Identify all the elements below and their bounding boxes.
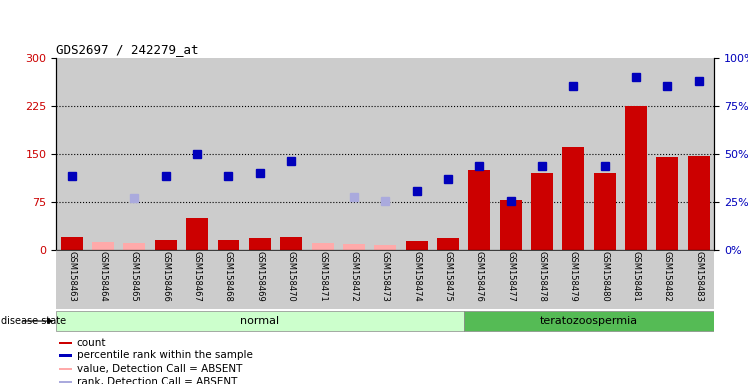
Bar bbox=[401, 58, 432, 250]
Bar bbox=[213, 250, 244, 309]
Bar bbox=[652, 58, 683, 250]
Bar bbox=[625, 106, 647, 250]
Bar bbox=[119, 250, 150, 309]
Bar bbox=[432, 58, 464, 250]
Bar bbox=[56, 250, 88, 309]
Text: count: count bbox=[77, 338, 106, 348]
Text: GSM158476: GSM158476 bbox=[475, 251, 484, 302]
Text: GSM158477: GSM158477 bbox=[506, 251, 515, 302]
Bar bbox=[59, 381, 72, 383]
Text: GDS2697 / 242279_at: GDS2697 / 242279_at bbox=[56, 43, 199, 56]
Bar bbox=[343, 245, 365, 250]
Bar bbox=[312, 243, 334, 250]
Bar bbox=[338, 250, 370, 309]
Text: GSM158483: GSM158483 bbox=[694, 251, 703, 302]
Bar bbox=[218, 240, 239, 250]
Text: GSM158467: GSM158467 bbox=[193, 251, 202, 302]
Bar bbox=[61, 237, 83, 250]
Bar bbox=[186, 218, 208, 250]
Bar bbox=[182, 250, 213, 309]
Text: normal: normal bbox=[240, 316, 280, 326]
Bar bbox=[531, 173, 553, 250]
Bar bbox=[244, 250, 275, 309]
Bar bbox=[652, 250, 683, 309]
Text: GSM158464: GSM158464 bbox=[99, 251, 108, 301]
Bar bbox=[557, 250, 589, 309]
Text: GSM158482: GSM158482 bbox=[663, 251, 672, 301]
Bar bbox=[683, 250, 714, 309]
Text: value, Detection Call = ABSENT: value, Detection Call = ABSENT bbox=[77, 364, 242, 374]
Bar bbox=[370, 250, 401, 309]
Bar bbox=[123, 243, 145, 250]
Bar bbox=[527, 58, 557, 250]
Bar bbox=[307, 58, 338, 250]
Bar bbox=[374, 245, 396, 250]
Bar bbox=[557, 58, 589, 250]
Text: GSM158465: GSM158465 bbox=[130, 251, 139, 301]
Bar bbox=[182, 58, 213, 250]
Bar bbox=[683, 58, 714, 250]
Bar bbox=[464, 250, 495, 309]
Bar bbox=[432, 250, 464, 309]
Text: teratozoospermia: teratozoospermia bbox=[540, 316, 638, 326]
Bar bbox=[620, 250, 652, 309]
Bar bbox=[213, 58, 244, 250]
Text: GSM158469: GSM158469 bbox=[255, 251, 264, 301]
Text: GSM158472: GSM158472 bbox=[349, 251, 358, 301]
Bar bbox=[370, 58, 401, 250]
Text: rank, Detection Call = ABSENT: rank, Detection Call = ABSENT bbox=[77, 377, 237, 384]
Text: GSM158468: GSM158468 bbox=[224, 251, 233, 302]
Bar bbox=[280, 237, 302, 250]
Bar bbox=[59, 367, 72, 370]
Bar bbox=[437, 238, 459, 250]
Text: GSM158470: GSM158470 bbox=[286, 251, 295, 301]
Bar bbox=[56, 58, 88, 250]
Bar bbox=[500, 200, 521, 250]
Bar bbox=[59, 342, 72, 344]
Text: GSM158471: GSM158471 bbox=[318, 251, 327, 301]
Bar bbox=[56, 311, 464, 331]
Bar bbox=[562, 147, 584, 250]
Bar bbox=[527, 250, 557, 309]
Bar bbox=[401, 250, 432, 309]
Text: GSM158475: GSM158475 bbox=[444, 251, 453, 301]
Bar bbox=[59, 354, 72, 356]
Bar bbox=[589, 58, 620, 250]
Bar bbox=[594, 173, 616, 250]
Bar bbox=[464, 58, 495, 250]
Bar bbox=[244, 58, 275, 250]
Bar bbox=[495, 58, 527, 250]
Bar bbox=[464, 311, 714, 331]
Text: percentile rank within the sample: percentile rank within the sample bbox=[77, 350, 253, 360]
Text: GSM158479: GSM158479 bbox=[568, 251, 577, 301]
Bar bbox=[589, 250, 620, 309]
Text: disease state: disease state bbox=[1, 316, 66, 326]
Bar bbox=[656, 157, 678, 250]
Bar bbox=[307, 250, 338, 309]
Text: GSM158481: GSM158481 bbox=[631, 251, 640, 301]
Text: GSM158478: GSM158478 bbox=[538, 251, 547, 302]
Bar bbox=[620, 58, 652, 250]
Bar bbox=[155, 240, 177, 250]
Bar bbox=[249, 238, 271, 250]
Bar bbox=[495, 250, 527, 309]
Text: GSM158473: GSM158473 bbox=[381, 251, 390, 302]
Bar bbox=[92, 242, 114, 250]
Bar bbox=[119, 58, 150, 250]
Bar bbox=[88, 58, 119, 250]
Bar bbox=[405, 241, 428, 250]
Text: GSM158474: GSM158474 bbox=[412, 251, 421, 301]
Text: GSM158463: GSM158463 bbox=[67, 251, 76, 302]
Bar bbox=[275, 250, 307, 309]
Bar bbox=[468, 170, 490, 250]
Bar bbox=[275, 58, 307, 250]
Bar bbox=[150, 250, 182, 309]
Bar bbox=[150, 58, 182, 250]
Text: GSM158466: GSM158466 bbox=[162, 251, 171, 302]
Bar bbox=[338, 58, 370, 250]
Bar bbox=[687, 156, 710, 250]
Bar bbox=[88, 250, 119, 309]
Text: GSM158480: GSM158480 bbox=[600, 251, 609, 301]
